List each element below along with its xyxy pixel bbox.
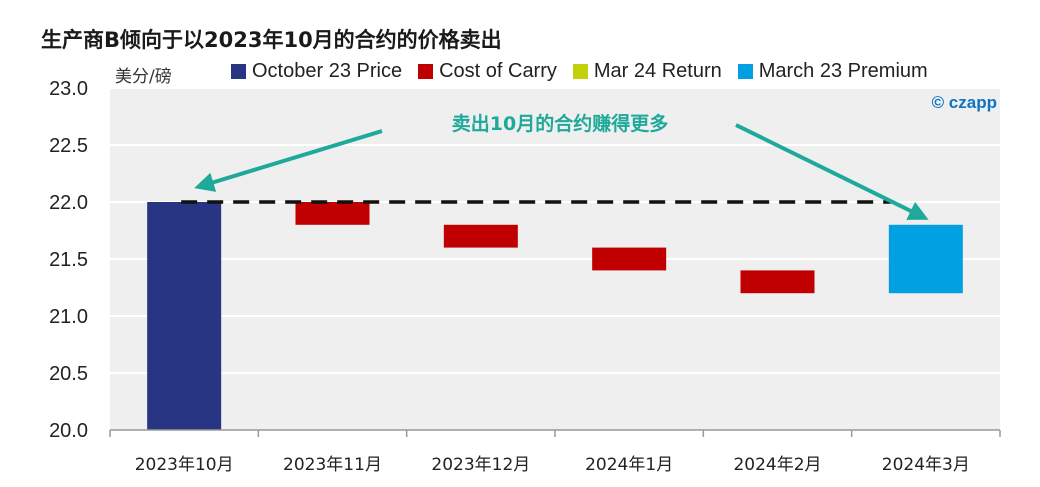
y-tick-label: 20.5: [49, 363, 88, 385]
bar: [740, 270, 815, 294]
legend-label: Cost of Carry: [439, 60, 557, 82]
y-tick-label: 21.0: [49, 306, 88, 328]
x-tick-label: 2023年12月: [431, 455, 530, 475]
y-tick-label: 21.5: [49, 249, 88, 271]
legend-label: October 23 Price: [252, 60, 403, 82]
legend-swatch: [418, 64, 434, 79]
annotation-arrow-right: [735, 123, 929, 220]
legend-swatch: [737, 64, 753, 79]
annotation-arrow-left: [194, 129, 383, 192]
legend-swatch: [572, 64, 588, 79]
y-tick-label: 23.0: [49, 78, 88, 100]
legend: October 23 Price Cost of Carry Mar 24 Retu…: [231, 60, 928, 83]
chart-title: 生产商B倾向于以2023年10月的合约的价格卖出: [41, 28, 502, 52]
y-axis-unit: 美分/磅: [115, 67, 172, 87]
bar: [888, 224, 963, 294]
x-tick-label: 2024年3月: [882, 455, 970, 475]
bars: [147, 202, 963, 430]
brand-watermark: © czapp: [932, 93, 997, 112]
bar: [443, 224, 518, 248]
legend-item: Mar 24 Return: [572, 60, 722, 83]
x-tick-label: 2024年2月: [733, 455, 821, 475]
legend-item: October 23 Price: [231, 60, 402, 83]
x-tick-label: 2023年10月: [135, 455, 234, 475]
y-tick-label: 22.0: [49, 192, 88, 214]
bar: [592, 247, 667, 271]
legend-item: March 23 Premium: [737, 60, 928, 83]
y-tick-label: 22.5: [49, 135, 88, 157]
axes: 20.0 20.5 21.0 21.5 22.0 22.5 23.0 2023年10月 2023…: [49, 78, 1001, 475]
annotation-text: 卖出10月的合约赚得更多: [452, 112, 668, 135]
legend-label: Mar 24 Return: [593, 60, 722, 82]
y-tick-label: 20.0: [49, 420, 88, 442]
bar: [147, 202, 222, 430]
legend-swatch: [231, 64, 246, 79]
legend-item: Cost of Carry: [418, 60, 557, 83]
x-tick-label: 2023年11月: [283, 455, 382, 475]
x-tick-label: 2024年1月: [585, 455, 673, 475]
legend-label: March 23 Premium: [758, 60, 928, 82]
bar: [295, 202, 370, 225]
